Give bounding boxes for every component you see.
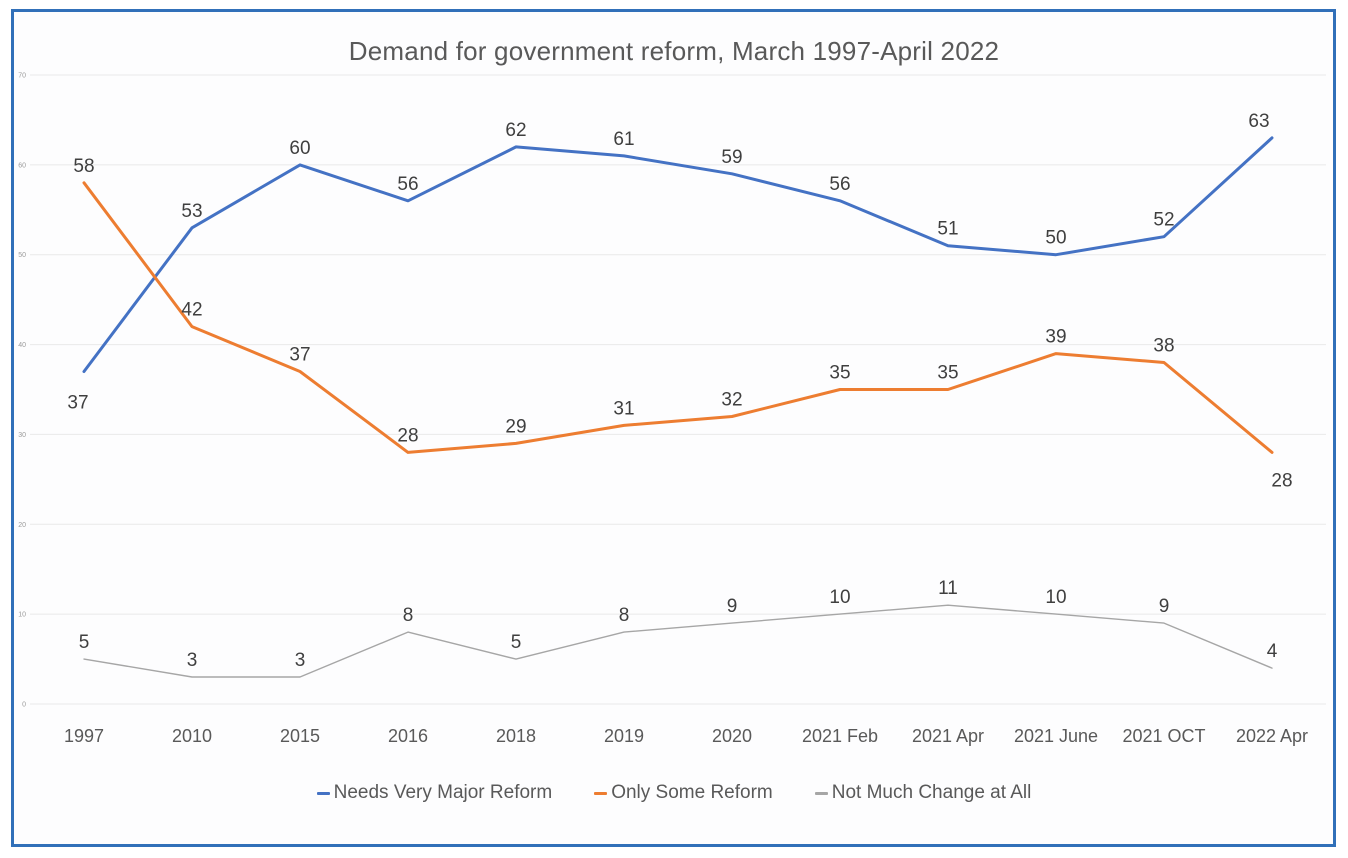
y-axis-tick-label: 60	[18, 162, 26, 169]
legend-item-not-much-change-at-all[interactable]: Not Much Change at All	[814, 782, 1032, 804]
data-label-needs-very-major-reform-2015: 60	[289, 138, 310, 159]
data-label-needs-very-major-reform-1997: 37	[67, 393, 88, 414]
data-label-not-much-change-at-all-2018: 5	[511, 632, 522, 653]
legend-swatch-icon	[316, 791, 330, 795]
x-axis-tick-label: 2010	[172, 726, 212, 746]
legend-label: Not Much Change at All	[831, 782, 1032, 803]
data-label-not-much-change-at-all-1997: 5	[79, 632, 90, 653]
data-label-needs-very-major-reform-2010: 53	[181, 201, 202, 222]
data-label-not-much-change-at-all-2021-apr: 11	[938, 578, 958, 599]
data-label-not-much-change-at-all-2021-june: 10	[1045, 587, 1066, 608]
x-axis-tick-label: 2019	[604, 726, 644, 746]
y-axis-tick-label: 50	[18, 252, 26, 259]
data-label-needs-very-major-reform-2022-apr: 63	[1248, 111, 1269, 132]
data-label-not-much-change-at-all-2021-feb: 10	[829, 587, 850, 608]
data-label-not-much-change-at-all-2010: 3	[187, 650, 198, 671]
data-label-needs-very-major-reform-2021-oct: 52	[1153, 210, 1174, 231]
legend-item-only-some-reform[interactable]: Only Some Reform	[594, 782, 773, 804]
x-axis-tick-label: 1997	[64, 726, 104, 746]
data-label-only-some-reform-2016: 28	[397, 425, 418, 446]
data-label-only-some-reform-2021-apr: 35	[937, 363, 958, 384]
x-axis-tick-label: 2021 Apr	[912, 726, 984, 746]
data-label-not-much-change-at-all-2021-oct: 9	[1159, 596, 1170, 617]
x-axis-tick-label: 2018	[496, 726, 536, 746]
x-axis-tick-label: 2021 OCT	[1122, 726, 1205, 746]
data-label-only-some-reform-2019: 31	[613, 398, 634, 419]
x-axis-tick-label: 2021 June	[1014, 726, 1098, 746]
data-label-needs-very-major-reform-2019: 61	[613, 129, 634, 150]
chart-legend: Needs Very Major Reform Only Some Reform N…	[0, 782, 1348, 804]
data-label-needs-very-major-reform-2016: 56	[397, 174, 418, 195]
data-label-needs-very-major-reform-2021-feb: 56	[829, 174, 850, 195]
series-line-only-some-reform	[82, 181, 1274, 454]
x-axis-tick-label: 2016	[388, 726, 428, 746]
legend-item-needs-very-major-reform[interactable]: Needs Very Major Reform	[316, 782, 553, 804]
y-axis-tick-label: 40	[18, 342, 26, 349]
data-label-needs-very-major-reform-2021-apr: 51	[937, 219, 958, 240]
legend-swatch-icon	[814, 791, 828, 795]
data-label-not-much-change-at-all-2019: 8	[619, 605, 630, 626]
data-label-only-some-reform-2010: 42	[181, 300, 202, 321]
data-label-only-some-reform-2021-feb: 35	[829, 363, 850, 384]
data-label-not-much-change-at-all-2022-apr: 4	[1267, 641, 1278, 662]
y-axis-tick-label: 20	[18, 522, 26, 529]
data-label-not-much-change-at-all-2015: 3	[295, 650, 306, 671]
series-line-not-much-change-at-all	[83, 604, 1273, 678]
legend-swatch-icon	[594, 791, 608, 795]
legend-label: Needs Very Major Reform	[333, 782, 553, 803]
x-axis-tick-label: 2015	[280, 726, 320, 746]
data-label-not-much-change-at-all-2020: 9	[727, 596, 738, 617]
x-axis-tick-label: 2021 Feb	[802, 726, 878, 746]
data-label-only-some-reform-2018: 29	[505, 416, 526, 437]
series-line-needs-very-major-reform	[82, 136, 1274, 373]
data-label-only-some-reform-2021-june: 39	[1045, 327, 1066, 348]
y-axis-tick-label: 10	[18, 612, 26, 619]
data-label-needs-very-major-reform-2020: 59	[721, 147, 742, 168]
data-label-not-much-change-at-all-2016: 8	[403, 605, 414, 626]
chart-title: Demand for government reform, March 1997…	[348, 36, 1000, 66]
data-label-needs-very-major-reform-2021-june: 50	[1045, 228, 1066, 249]
x-axis-tick-label: 2020	[712, 726, 752, 746]
y-axis-tick-label: 30	[18, 432, 26, 439]
data-label-only-some-reform-2015: 37	[289, 345, 310, 366]
data-label-only-some-reform-2020: 32	[721, 389, 742, 410]
y-axis-tick-label: 0	[22, 702, 26, 709]
legend-label: Only Some Reform	[611, 782, 773, 803]
data-label-only-some-reform-2022-apr: 28	[1271, 470, 1292, 491]
data-label-needs-very-major-reform-2018: 62	[505, 120, 526, 141]
data-label-only-some-reform-2021-oct: 38	[1153, 336, 1174, 357]
data-label-only-some-reform-1997: 58	[73, 156, 94, 177]
x-axis-tick-label: 2022 Apr	[1236, 726, 1308, 746]
y-axis-tick-label: 70	[18, 73, 26, 80]
chart-border-frame	[11, 9, 1336, 847]
